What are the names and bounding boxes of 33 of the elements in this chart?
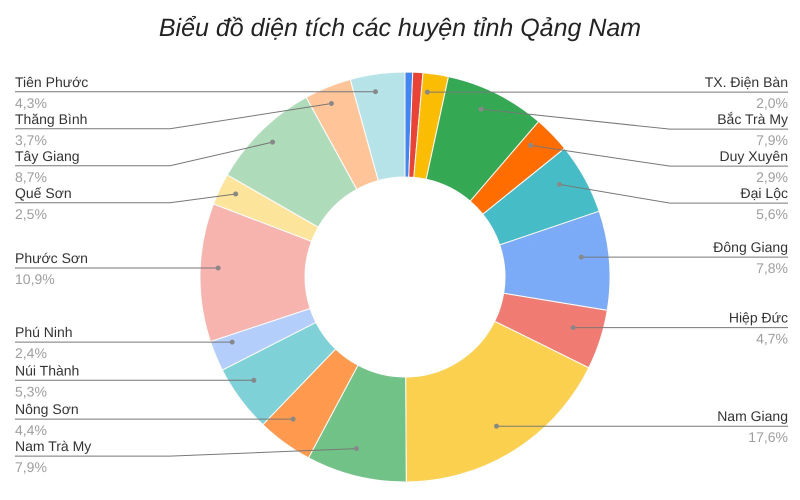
data-label: 17,6% <box>748 429 788 446</box>
data-label: 2,0% <box>756 95 788 112</box>
data-label: 2,5% <box>15 206 47 222</box>
data-label: 5,6% <box>756 206 788 222</box>
slice-label: Bắc Trà My <box>717 111 788 128</box>
chart-title: Biểu đồ diện tích các huyện tỉnh Qảng Nam <box>158 14 642 43</box>
data-label: 2,4% <box>15 345 47 362</box>
slice-label: Tây Giang <box>15 148 80 164</box>
slice-label: Núi Thành <box>15 362 80 378</box>
slice-label: Hiệp Đức <box>728 310 788 326</box>
slice-label: Đông Giang <box>713 239 788 256</box>
slice-label: Nam Giang <box>717 408 788 424</box>
slice-label: Phú Ninh <box>15 324 73 340</box>
slice-label: Phước Sơn <box>15 250 88 266</box>
data-label: 3,7% <box>15 132 47 148</box>
slice-label: Nam Trà My <box>15 438 92 454</box>
data-label: 8,7% <box>15 168 47 185</box>
slice-label: Nông Sơn <box>15 401 79 418</box>
slice-label: Đại Lộc <box>740 185 788 202</box>
data-label: 10,9% <box>15 271 55 287</box>
data-label: 7,9% <box>756 132 788 148</box>
data-label: 2,9% <box>756 169 788 186</box>
slice-label: Thăng Bình <box>15 110 88 127</box>
slice-label: Quế Sơn <box>15 184 72 201</box>
data-label: 4,7% <box>756 330 788 347</box>
data-label: 5,3% <box>15 383 47 400</box>
data-label: 7,8% <box>756 260 788 276</box>
data-label: 7,9% <box>15 459 47 476</box>
slice-label: TX. Điện Bàn <box>704 74 788 90</box>
data-label: 4,3% <box>15 94 47 111</box>
slice-label: Duy Xuyên <box>720 148 788 164</box>
slice-label: Tiên Phước <box>15 74 88 90</box>
data-label: 4,4% <box>15 422 47 438</box>
